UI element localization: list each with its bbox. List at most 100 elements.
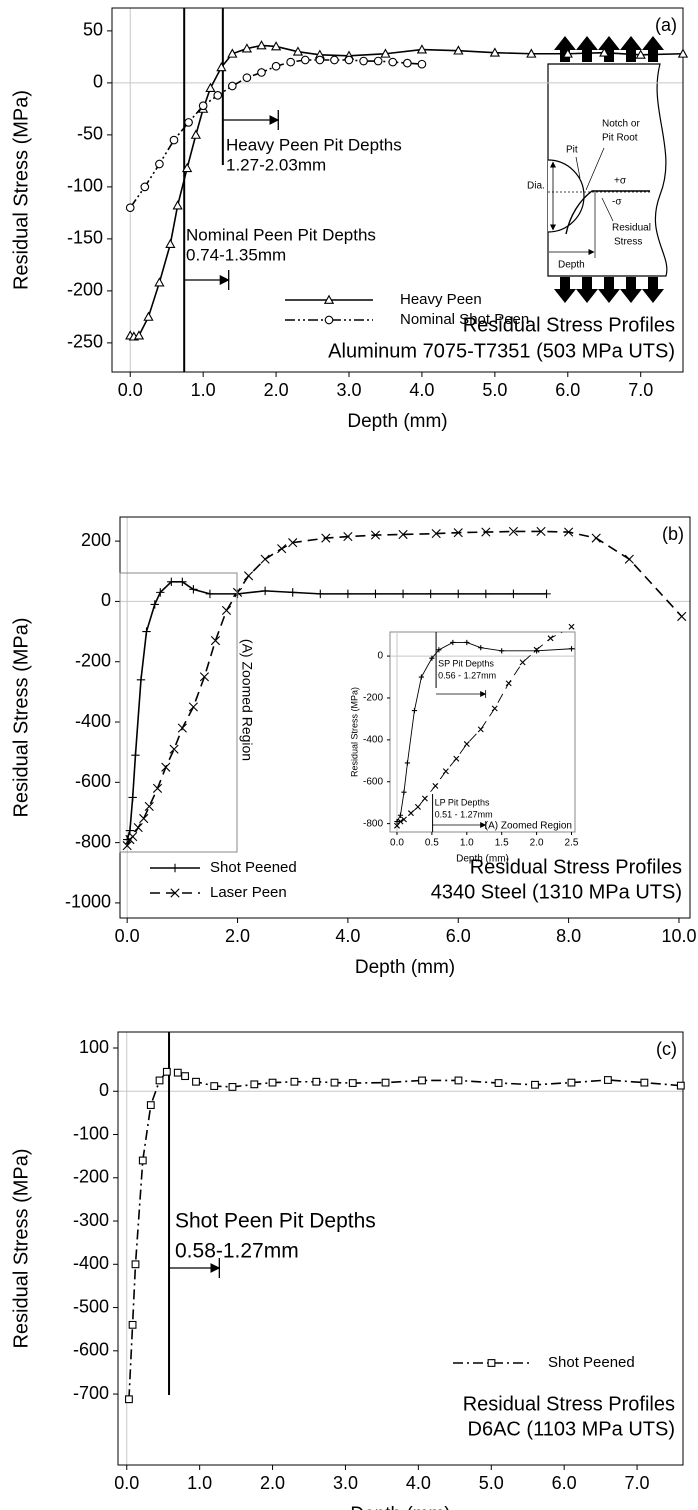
marker bbox=[250, 1080, 259, 1089]
legend-marker bbox=[170, 888, 180, 898]
marker bbox=[400, 816, 407, 823]
x-tick-label: 0.0 bbox=[114, 1473, 139, 1493]
marker bbox=[536, 526, 546, 537]
series-line bbox=[126, 530, 683, 846]
marker bbox=[167, 577, 176, 587]
marker bbox=[154, 277, 165, 287]
series-line bbox=[396, 642, 575, 822]
schematic-label: Dia. bbox=[527, 181, 545, 192]
marker bbox=[453, 528, 463, 538]
marker bbox=[125, 203, 135, 213]
x-tick-label: 2.0 bbox=[530, 838, 544, 849]
marker bbox=[228, 1083, 237, 1091]
legend-marker bbox=[487, 1359, 496, 1367]
legend-marker bbox=[170, 863, 180, 873]
marker bbox=[292, 46, 304, 56]
inset-annotation: 0.51 - 1.27mm bbox=[435, 809, 493, 819]
marker bbox=[477, 726, 484, 733]
x-tick-label: 0.5 bbox=[425, 838, 439, 849]
marker bbox=[397, 812, 404, 818]
marker bbox=[531, 1080, 539, 1089]
inset-annotation: SP Pit Depths bbox=[438, 658, 494, 668]
legend-label: Shot Peened bbox=[548, 1354, 635, 1371]
x-axis-label: Depth (mm) bbox=[347, 411, 447, 432]
panel-label: (a) bbox=[655, 15, 677, 35]
marker bbox=[221, 605, 232, 616]
load-arrows bbox=[554, 36, 664, 303]
x-tick-label: 2.0 bbox=[225, 926, 250, 946]
marker bbox=[494, 1079, 503, 1087]
marker bbox=[411, 707, 418, 714]
marker bbox=[454, 1076, 463, 1085]
y-tick-label: 0 bbox=[101, 590, 111, 610]
marker bbox=[509, 589, 518, 599]
marker bbox=[426, 589, 435, 599]
marker bbox=[150, 600, 159, 609]
marker bbox=[526, 48, 537, 58]
marker bbox=[591, 533, 601, 543]
x-axis-label: Depth (mm) bbox=[355, 957, 455, 978]
marker bbox=[453, 45, 464, 55]
marker bbox=[370, 530, 381, 540]
marker bbox=[146, 1101, 155, 1110]
marker bbox=[205, 82, 216, 92]
marker bbox=[178, 577, 187, 587]
marker bbox=[371, 589, 380, 599]
marker bbox=[388, 57, 398, 67]
y-tick-label: -100 bbox=[67, 176, 103, 196]
leader bbox=[575, 156, 581, 179]
y-tick-label: -50 bbox=[77, 124, 103, 144]
marker bbox=[330, 1078, 339, 1087]
pit bbox=[547, 159, 585, 233]
y-tick-label: -150 bbox=[67, 228, 103, 248]
inset-x-label: Depth (mm) bbox=[456, 854, 509, 865]
marker bbox=[403, 58, 412, 68]
chart-title: Residual Stress Profiles bbox=[463, 314, 675, 336]
marker bbox=[599, 47, 610, 57]
marker bbox=[192, 1077, 200, 1086]
schematic-label: Stress bbox=[614, 237, 642, 248]
x-tick-label: 7.0 bbox=[628, 380, 653, 400]
marker bbox=[407, 810, 414, 817]
marker bbox=[128, 793, 137, 802]
marker bbox=[136, 675, 146, 685]
y-tick-label: -600 bbox=[73, 1340, 109, 1360]
panel: 0.0 1.0 2.0 3.0 4.0 5.0 6.0 7.0 -250 -200 -150 -100… bbox=[10, 7, 689, 432]
x-tick-label: 0.0 bbox=[115, 926, 140, 946]
marker bbox=[216, 61, 227, 72]
inset-label: (A) Zoomed Region bbox=[485, 821, 572, 832]
y-tick-label: -400 bbox=[363, 734, 383, 745]
marker bbox=[128, 832, 138, 842]
marker bbox=[288, 538, 298, 548]
marker bbox=[290, 1077, 299, 1086]
x-tick-label: 4.0 bbox=[335, 926, 360, 946]
annotation: Shot Peen Pit Depths bbox=[175, 1210, 376, 1233]
marker bbox=[416, 44, 428, 54]
stress-curve bbox=[565, 190, 650, 235]
legend-label: Laser Peen bbox=[210, 884, 287, 901]
marker bbox=[453, 755, 460, 762]
x-tick-label: 2.5 bbox=[565, 838, 579, 849]
inset-annotation: LP Pit Depths bbox=[435, 797, 490, 807]
x-tick-label: 1.0 bbox=[191, 380, 216, 400]
marker bbox=[330, 55, 339, 65]
y-tick-label: -400 bbox=[75, 711, 111, 731]
marker bbox=[181, 1072, 189, 1081]
marker bbox=[418, 1076, 426, 1085]
marker bbox=[232, 587, 243, 597]
marker bbox=[128, 1320, 137, 1329]
marker bbox=[227, 81, 237, 91]
marker bbox=[140, 182, 150, 192]
marker bbox=[177, 723, 187, 733]
marker bbox=[344, 55, 354, 65]
x-tick-label: 1.5 bbox=[495, 838, 509, 849]
marker bbox=[155, 159, 164, 169]
marker bbox=[499, 648, 505, 654]
marker bbox=[155, 1076, 164, 1085]
panel: 0.0 1.0 2.0 3.0 4.0 5.0 6.0 7.0 -700 -600 -500 -400… bbox=[10, 1031, 685, 1510]
y-tick-label: -200 bbox=[67, 280, 103, 300]
marker bbox=[404, 760, 411, 766]
marker bbox=[568, 623, 575, 630]
x-tick-label: 10.0 bbox=[661, 926, 696, 946]
marker bbox=[417, 59, 427, 69]
